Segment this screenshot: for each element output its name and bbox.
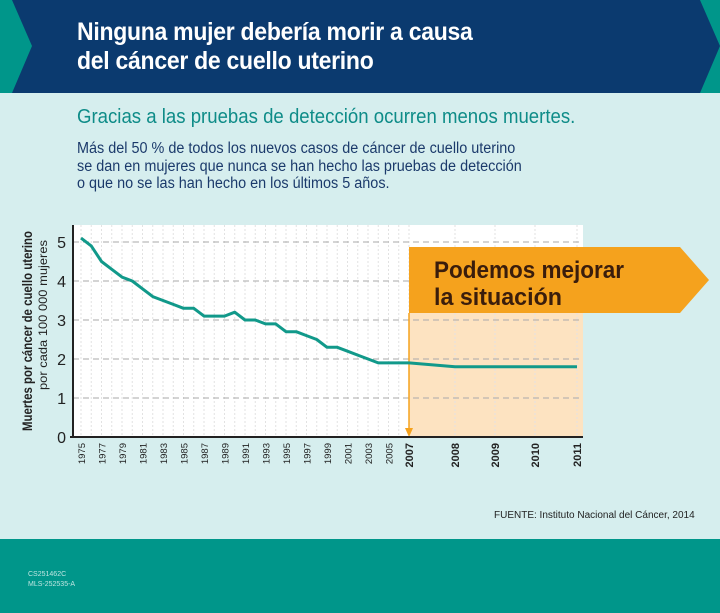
title-line-1: Ninguna mujer debería morir a causa bbox=[77, 18, 473, 46]
x-tick-label: 1977 bbox=[98, 443, 109, 464]
x-tick-label: 1981 bbox=[139, 443, 150, 464]
x-tick-label: 1987 bbox=[200, 443, 211, 464]
x-tick-label: 1999 bbox=[323, 443, 334, 464]
x-tick-label: 1979 bbox=[118, 443, 129, 464]
y-tick-label: 0 bbox=[57, 430, 66, 447]
x-tick-label: 1991 bbox=[241, 443, 252, 464]
x-tick-label: 1995 bbox=[282, 443, 293, 464]
header-arrow-shape bbox=[0, 0, 720, 93]
x-tick-label: 1997 bbox=[303, 443, 314, 464]
page-title: Ninguna mujer debería morir a causa del … bbox=[77, 18, 473, 76]
x-tick-label: 2009 bbox=[490, 443, 502, 467]
x-tick-label: 2003 bbox=[364, 443, 375, 464]
footer: CS251462C MLS-252535-A bbox=[0, 539, 720, 613]
doc-code-2: MLS-252535-A bbox=[28, 581, 76, 588]
y-axis-title: Muertes por cáncer de cuello uterino bbox=[19, 231, 35, 431]
arrow-down-icon bbox=[405, 428, 413, 437]
highlight-label-line-2: la situación bbox=[434, 284, 562, 311]
x-tick-label: 2007 bbox=[404, 443, 416, 467]
x-tick-label: 1983 bbox=[159, 443, 170, 464]
body-text: Más del 50 % de todos los nuevos casos d… bbox=[77, 140, 522, 192]
y-axis-subtitle: por cada 100 000 mujeres bbox=[36, 240, 50, 390]
x-tick-label: 2008 bbox=[450, 443, 462, 467]
highlight-banner bbox=[409, 247, 709, 313]
x-tick-label: 2011 bbox=[572, 443, 584, 467]
highlight-label-line-1: Podemos mejorar bbox=[434, 257, 624, 284]
x-tick-label: 1989 bbox=[221, 443, 232, 464]
y-tick-label: 5 bbox=[57, 235, 66, 252]
x-tick-label: 1975 bbox=[77, 443, 88, 464]
y-tick-label: 1 bbox=[57, 391, 66, 408]
x-tick-label: 2001 bbox=[344, 443, 355, 464]
doc-code: CS251462C bbox=[28, 571, 67, 578]
x-tick-label: 2010 bbox=[530, 443, 542, 467]
data-line bbox=[80, 236, 577, 369]
y-tick-label: 3 bbox=[57, 313, 66, 330]
x-tick-label: 1985 bbox=[180, 443, 191, 464]
title-line-2: del cáncer de cuello uterino bbox=[77, 47, 374, 75]
x-tick-label: 2005 bbox=[385, 443, 396, 464]
y-tick-label: 4 bbox=[57, 274, 66, 291]
subtitle: Gracias a las pruebas de detección ocurr… bbox=[77, 106, 576, 128]
y-tick-label: 2 bbox=[57, 352, 66, 369]
header-banner: Ninguna mujer debería morir a causa del … bbox=[0, 0, 720, 93]
source-note: FUENTE: Instituto Nacional del Cáncer, 2… bbox=[494, 510, 695, 521]
x-tick-label: 1993 bbox=[262, 443, 273, 464]
